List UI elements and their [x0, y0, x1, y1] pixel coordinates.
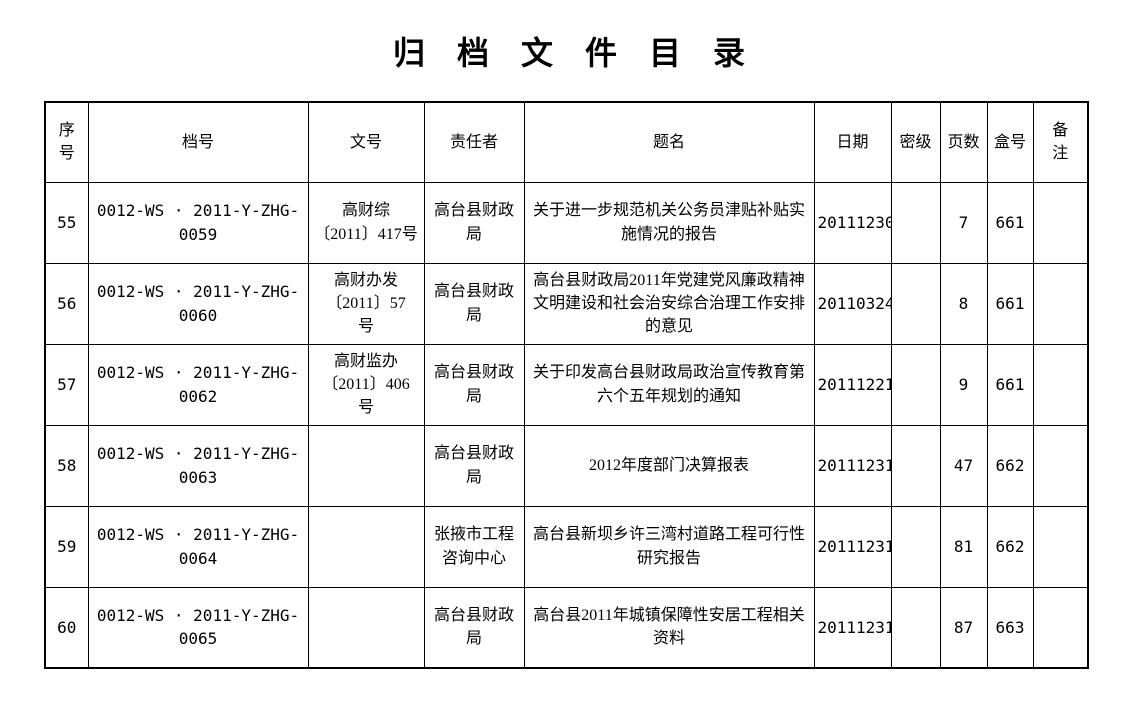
cell-security — [890, 424, 941, 507]
cell-security — [890, 343, 941, 426]
cell-pages: 47 — [939, 424, 988, 507]
cell-seq: 55 — [44, 181, 89, 264]
cell-date: 20111221 — [813, 343, 892, 426]
cell-date: 20111231 — [813, 424, 892, 507]
table-row: 57 0012-WS · 2011-Y-ZHG-0062 高财监办 〔2011〕… — [44, 343, 1089, 426]
header-box: 盒号 — [986, 101, 1034, 183]
cell-seq: 58 — [44, 424, 89, 507]
cell-file-no: 0012-WS · 2011-Y-ZHG-0063 — [87, 424, 309, 507]
header-title: 题名 — [523, 101, 815, 183]
table-row: 59 0012-WS · 2011-Y-ZHG-0064 张掖市工程 咨询中心 … — [44, 505, 1089, 588]
cell-security — [890, 262, 941, 345]
cell-seq: 60 — [44, 586, 89, 669]
cell-pages: 81 — [939, 505, 988, 588]
table-row: 60 0012-WS · 2011-Y-ZHG-0065 高台县财政 局 高台县… — [44, 586, 1089, 669]
cell-doc-no: 高财监办 〔2011〕406 号 — [307, 343, 425, 426]
cell-title: 关于进一步规范机关公务员津贴补贴实施情况的报告 — [523, 181, 815, 264]
cell-doc-no — [307, 505, 425, 588]
cell-doc-no: 高财综 〔2011〕417号 — [307, 181, 425, 264]
cell-date: 20111231 — [813, 505, 892, 588]
cell-security — [890, 181, 941, 264]
cell-title: 2012年度部门决算报表 — [523, 424, 815, 507]
cell-responsible: 高台县财政 局 — [423, 343, 525, 426]
archive-catalog-table: 序 号 档号 文号 责任者 题名 日期 密级 页数 盒号 备 注 55 0012… — [44, 101, 1089, 669]
cell-title: 高台县新坝乡许三湾村道路工程可行性研究报告 — [523, 505, 815, 588]
header-doc-no: 文号 — [307, 101, 425, 183]
table-row: 58 0012-WS · 2011-Y-ZHG-0063 高台县财政 局 201… — [44, 424, 1089, 507]
header-row: 序 号 档号 文号 责任者 题名 日期 密级 页数 盒号 备 注 — [44, 101, 1089, 183]
header-responsible: 责任者 — [423, 101, 525, 183]
cell-box: 663 — [986, 586, 1034, 669]
cell-title: 关于印发高台县财政局政治宣传教育第六个五年规划的通知 — [523, 343, 815, 426]
cell-responsible: 高台县财政 局 — [423, 181, 525, 264]
header-pages: 页数 — [939, 101, 988, 183]
header-seq: 序 号 — [44, 101, 89, 183]
cell-file-no: 0012-WS · 2011-Y-ZHG-0064 — [87, 505, 309, 588]
cell-box: 661 — [986, 262, 1034, 345]
cell-responsible: 高台县财政 局 — [423, 586, 525, 669]
cell-responsible: 高台县财政 局 — [423, 262, 525, 345]
cell-title: 高台县财政局2011年党建党风廉政精神文明建设和社会治安综合治理工作安排的意见 — [523, 262, 815, 345]
cell-remarks — [1032, 181, 1089, 264]
cell-seq: 57 — [44, 343, 89, 426]
cell-doc-no — [307, 586, 425, 669]
cell-file-no: 0012-WS · 2011-Y-ZHG-0062 — [87, 343, 309, 426]
cell-file-no: 0012-WS · 2011-Y-ZHG-0059 — [87, 181, 309, 264]
cell-doc-no — [307, 424, 425, 507]
cell-pages: 87 — [939, 586, 988, 669]
table-row: 55 0012-WS · 2011-Y-ZHG-0059 高财综 〔2011〕4… — [44, 181, 1089, 264]
header-remarks: 备 注 — [1032, 101, 1089, 183]
page-title: 归 档 文 件 目 录 — [392, 35, 757, 71]
cell-box: 662 — [986, 505, 1034, 588]
cell-file-no: 0012-WS · 2011-Y-ZHG-0060 — [87, 262, 309, 345]
cell-pages: 8 — [939, 262, 988, 345]
cell-title: 高台县2011年城镇保障性安居工程相关资料 — [523, 586, 815, 669]
header-date: 日期 — [813, 101, 892, 183]
cell-responsible: 高台县财政 局 — [423, 424, 525, 507]
cell-security — [890, 505, 941, 588]
cell-remarks — [1032, 586, 1089, 669]
cell-pages: 9 — [939, 343, 988, 426]
cell-box: 662 — [986, 424, 1034, 507]
table-row: 56 0012-WS · 2011-Y-ZHG-0060 高财办发 〔2011〕… — [44, 262, 1089, 345]
cell-date: 20111230 — [813, 181, 892, 264]
cell-seq: 59 — [44, 505, 89, 588]
cell-box: 661 — [986, 181, 1034, 264]
header-file-no: 档号 — [87, 101, 309, 183]
cell-seq: 56 — [44, 262, 89, 345]
cell-remarks — [1032, 262, 1089, 345]
cell-remarks — [1032, 424, 1089, 507]
header-security: 密级 — [890, 101, 941, 183]
cell-remarks — [1032, 343, 1089, 426]
cell-doc-no: 高财办发 〔2011〕57 号 — [307, 262, 425, 345]
cell-security — [890, 586, 941, 669]
cell-pages: 7 — [939, 181, 988, 264]
cell-responsible: 张掖市工程 咨询中心 — [423, 505, 525, 588]
cell-box: 661 — [986, 343, 1034, 426]
cell-date: 20111231 — [813, 586, 892, 669]
cell-date: 20110324 — [813, 262, 892, 345]
cell-remarks — [1032, 505, 1089, 588]
cell-file-no: 0012-WS · 2011-Y-ZHG-0065 — [87, 586, 309, 669]
